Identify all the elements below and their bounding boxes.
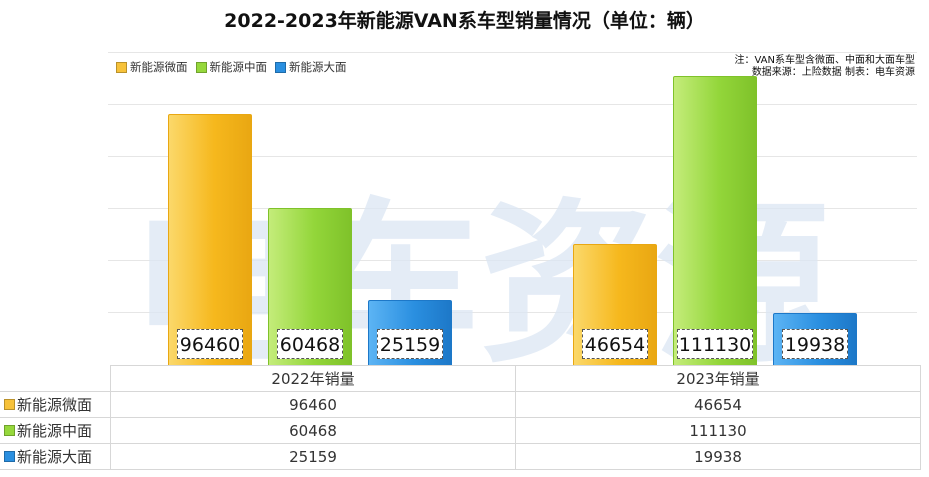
bar-data-label: 46654 <box>582 329 648 359</box>
source-note: 注：VAN系车型含微面、中面和大面车型 数据来源：上险数据 制表：电车资源 <box>734 55 915 79</box>
table-header-cell: 2022年销量 <box>110 365 516 392</box>
bar-data-label: 96460 <box>177 329 243 359</box>
legend-swatch <box>116 61 127 73</box>
chart-title: 2022-2023年新能源VAN系车型销量情况（单位：辆） <box>224 10 705 32</box>
gridline <box>108 52 917 53</box>
row-label-text: 新能源大面 <box>17 448 93 466</box>
row-label-text: 新能源微面 <box>17 396 93 414</box>
table-row: 新能源大面 25159 19938 <box>0 443 921 470</box>
table-cell: 60468 <box>110 417 516 444</box>
gridline <box>108 260 917 261</box>
legend-swatch <box>4 399 15 410</box>
table-row: 新能源中面 60468 111130 <box>0 417 921 444</box>
legend-label: 新能源大面 <box>289 60 347 74</box>
table-cell: 19938 <box>515 443 921 470</box>
gridline <box>108 312 917 313</box>
data-table: 2022年销量 2023年销量 新能源微面 96460 46654 新能源中面 … <box>0 365 921 470</box>
legend-swatch <box>195 61 207 73</box>
bar-data-label: 60468 <box>277 329 343 359</box>
bar-data-label: 111130 <box>677 329 753 359</box>
table-row-label: 新能源中面 <box>0 417 111 444</box>
table-row-label: 新能源大面 <box>0 443 111 470</box>
legend-swatch <box>4 425 15 436</box>
table-corner <box>0 365 111 392</box>
table-row-label: 新能源微面 <box>0 391 111 418</box>
legend-swatch <box>275 61 286 73</box>
bar-data-label: 19938 <box>782 329 848 359</box>
table-header-cell: 2023年销量 <box>515 365 921 392</box>
legend-label: 新能源中面 <box>209 60 268 74</box>
legend-item-damian: 新能源大面 <box>275 59 347 75</box>
bar <box>168 114 252 365</box>
table-cell: 25159 <box>110 443 516 470</box>
table-cell: 96460 <box>110 391 516 418</box>
legend-swatch <box>4 451 15 462</box>
table-header-row: 2022年销量 2023年销量 <box>0 365 921 392</box>
legend-item-weimian: 新能源微面 <box>116 59 188 75</box>
table-cell: 111130 <box>515 417 921 444</box>
note-line: 数据来源：上险数据 制表：电车资源 <box>751 67 915 78</box>
table-row: 新能源微面 96460 46654 <box>0 391 921 418</box>
note-line: 注：VAN系车型含微面、中面和大面车型 <box>734 55 915 66</box>
row-label-text: 新能源中面 <box>17 422 93 440</box>
legend-item-zhongmian: 新能源中面 <box>195 59 268 75</box>
table-cell: 46654 <box>515 391 921 418</box>
gridline <box>108 208 917 209</box>
plot-area <box>108 52 917 365</box>
bar <box>673 76 757 365</box>
gridline <box>108 104 917 105</box>
legend-label: 新能源微面 <box>130 60 188 74</box>
gridline <box>108 156 917 157</box>
bar-data-label: 25159 <box>377 329 443 359</box>
chart-legend: 新能源微面 新能源中面 新能源大面 <box>116 59 347 75</box>
